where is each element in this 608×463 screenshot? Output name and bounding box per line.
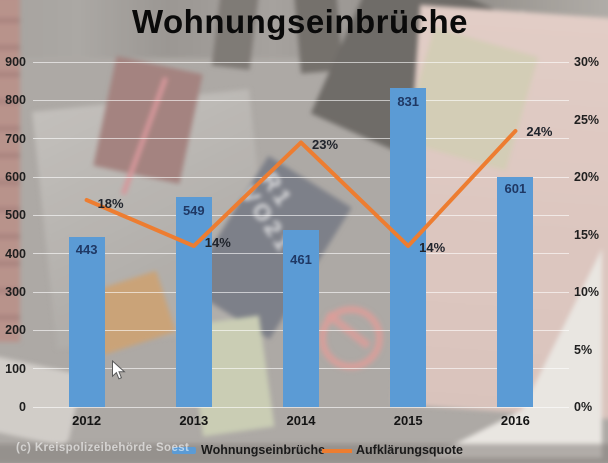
gridline [33, 406, 569, 408]
legend-label-wohnungseinbrueche: Wohnungseinbrüche [201, 443, 326, 457]
right-axis-tick: 30% [574, 55, 600, 69]
left-axis-tick: 700 [5, 131, 26, 146]
line-percent-label: 18% [97, 196, 124, 211]
left-axis-tick: 300 [5, 285, 26, 299]
right-axis-tick: 25% [574, 112, 600, 127]
mouse-cursor-icon [112, 360, 126, 380]
legend: Wohnungseinbrüche Aufklärungsquote [0, 441, 608, 461]
photo-bottom-strip [0, 444, 608, 463]
x-axis-label: 2015 [393, 413, 423, 428]
right-axis-tick: 0% [574, 400, 593, 414]
right-axis-tick: 5% [574, 342, 593, 357]
bar-2012 [68, 237, 105, 407]
x-axis-label: 2016 [500, 413, 530, 428]
left-axis-tick: 200 [5, 323, 26, 338]
bar-2014 [283, 230, 319, 407]
bar-value-label: 601 [504, 180, 527, 196]
left-axis-tick: 900 [5, 55, 26, 69]
photo-red-ring [319, 306, 383, 370]
copyright-text: (c) Kreispolizeibehörde Soest [16, 442, 190, 454]
chart-title: Wohnungseinbrüche [131, 3, 469, 40]
line-percent-label: 14% [204, 235, 231, 250]
gridline [33, 61, 569, 63]
bar-2013 [175, 196, 212, 407]
x-axis-label: 2013 [179, 413, 209, 428]
legend-label-aufklaerungsquote: Aufklärungsquote [356, 443, 463, 457]
line-percent-label: 23% [311, 136, 339, 152]
gridline [33, 176, 569, 178]
bar-2016 [497, 176, 534, 407]
right-axis-tick: 20% [574, 170, 600, 184]
bar-value-label: 549 [182, 202, 205, 218]
bar-value-label: 443 [75, 242, 98, 258]
gridline [33, 99, 569, 101]
right-axis-tick: 15% [574, 227, 600, 242]
x-axis-label: 2012 [72, 413, 102, 428]
aufklaerungsquote-line [84, 129, 518, 248]
right-axis-tick: 10% [574, 285, 600, 299]
bar-value-label: 831 [397, 94, 420, 110]
left-axis-tick: 500 [5, 208, 26, 223]
photo-brick-strip [0, 0, 20, 342]
legend-bar-swatch-icon [172, 447, 196, 454]
legend-line-swatch-icon [322, 449, 352, 453]
left-axis-tick: 800 [5, 93, 26, 108]
left-axis-tick: 400 [5, 246, 26, 261]
gridline [33, 138, 569, 140]
line-percent-label: 14% [419, 240, 446, 255]
left-axis-tick: 100 [5, 361, 26, 376]
gridline [33, 214, 569, 216]
left-axis-tick: 0 [19, 400, 26, 414]
line-percent-label: 24% [526, 124, 553, 139]
left-axis-tick: 600 [5, 170, 26, 184]
bar-value-label: 461 [290, 252, 312, 268]
x-axis-label: 2014 [286, 413, 316, 428]
